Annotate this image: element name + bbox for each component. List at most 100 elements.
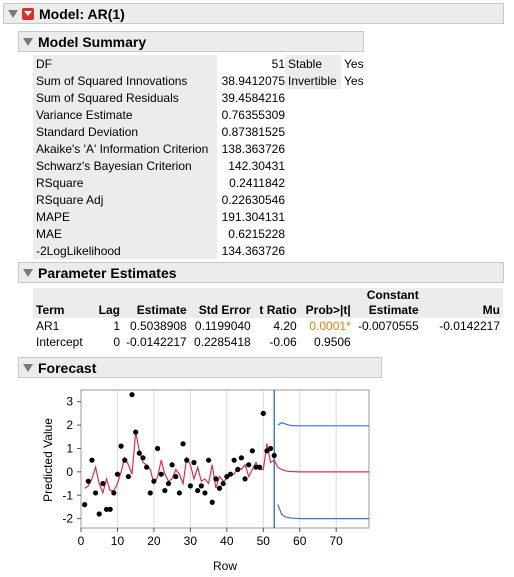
summary-value: 38.9412075	[221, 73, 285, 88]
data-point[interactable]	[220, 480, 226, 487]
disclosure-triangle-icon[interactable]	[8, 9, 18, 18]
flag-value: Yes	[344, 73, 364, 88]
data-point[interactable]	[267, 445, 274, 452]
flag-label: Invertible	[285, 72, 341, 89]
data-point[interactable]	[195, 487, 201, 494]
col-constant-estimate[interactable]: Constant Estimate	[353, 288, 422, 318]
summary-row: Standard Deviation 0.87381525	[33, 123, 288, 140]
summary-value: 138.363726	[221, 141, 285, 156]
data-point[interactable]	[176, 490, 183, 496]
data-point[interactable]	[209, 499, 215, 505]
data-point[interactable]	[158, 471, 164, 477]
data-point[interactable]	[103, 506, 110, 512]
mu-cell	[422, 334, 503, 350]
data-point[interactable]	[253, 464, 259, 470]
summary-row: MAE 0.6215228	[33, 225, 288, 242]
data-point[interactable]	[111, 490, 117, 496]
forecast-chart[interactable]: 0 10 20 30 40 50 60 70 -2 -1 0 1 2 3 Row Predicted Va…	[0, 377, 514, 577]
data-point[interactable]	[151, 478, 157, 484]
term-cell: AR1	[36, 319, 60, 333]
data-point[interactable]	[144, 464, 150, 470]
data-point[interactable]	[162, 487, 168, 494]
summary-value: 51	[271, 56, 285, 71]
summary-label: RSquare Adj	[33, 191, 217, 208]
data-point[interactable]	[125, 473, 131, 480]
y-tick-label: -2	[62, 512, 73, 526]
data-point[interactable]	[114, 471, 121, 477]
data-point[interactable]	[257, 464, 263, 470]
x-tick-label: 50	[257, 534, 271, 548]
data-point[interactable]	[216, 485, 223, 491]
model-summary-title: Model Summary	[38, 33, 147, 50]
data-point[interactable]	[89, 457, 95, 463]
data-point[interactable]	[154, 445, 161, 452]
col-constant-line1: Constant	[366, 288, 419, 302]
data-point[interactable]	[118, 443, 124, 449]
col-estimate[interactable]: Estimate	[123, 288, 190, 318]
red-triangle-menu-icon[interactable]	[22, 7, 34, 20]
parameter-estimates-title: Parameter Estimates	[38, 264, 177, 281]
data-point[interactable]	[238, 455, 245, 461]
upper-confidence-line	[277, 422, 369, 427]
x-tick-label: 40	[220, 534, 234, 548]
data-point[interactable]	[147, 490, 153, 496]
data-point[interactable]	[129, 392, 135, 398]
summary-value: 0.76355309	[221, 107, 285, 122]
data-point[interactable]	[165, 480, 172, 487]
data-point[interactable]	[169, 462, 175, 468]
summary-label: MAE	[33, 225, 217, 242]
plot-frame	[80, 389, 370, 529]
data-point[interactable]	[231, 457, 237, 463]
data-point[interactable]	[198, 483, 204, 489]
data-point[interactable]	[184, 457, 190, 463]
y-tick-label: -1	[62, 488, 73, 502]
data-point[interactable]	[180, 441, 186, 447]
data-point[interactable]	[191, 459, 197, 466]
data-point[interactable]	[213, 476, 219, 482]
data-point[interactable]	[246, 462, 252, 468]
summary-value: 0.2411842	[229, 175, 285, 190]
forecast-header[interactable]: Forecast	[18, 357, 382, 378]
y-tick-label: 1	[66, 441, 73, 455]
data-point[interactable]	[187, 483, 193, 489]
stderr-cell: 0.2285418	[194, 335, 251, 349]
col-prob[interactable]: Prob>|t|	[299, 288, 354, 318]
data-point[interactable]	[271, 452, 277, 459]
model-summary-header[interactable]: Model Summary	[18, 31, 364, 52]
mu-cell: -0.0142217	[439, 319, 500, 333]
data-point[interactable]	[136, 450, 142, 456]
data-point[interactable]	[100, 480, 106, 487]
data-point[interactable]	[82, 502, 88, 508]
data-point[interactable]	[140, 455, 146, 461]
data-point[interactable]	[205, 457, 212, 463]
data-point[interactable]	[202, 490, 208, 496]
data-point[interactable]	[173, 473, 179, 480]
disclosure-triangle-icon[interactable]	[23, 37, 33, 46]
data-point[interactable]	[249, 448, 255, 454]
parameter-estimates-table: Term Lag Estimate Std Error t Ratio Prob…	[33, 288, 503, 350]
col-lag[interactable]: Lag	[91, 288, 123, 318]
data-point[interactable]	[235, 466, 241, 473]
disclosure-triangle-icon[interactable]	[23, 268, 33, 277]
col-term[interactable]: Term	[33, 288, 91, 318]
col-t-ratio[interactable]: t Ratio	[253, 288, 300, 318]
data-point[interactable]	[227, 471, 234, 477]
disclosure-triangle-icon[interactable]	[23, 363, 33, 372]
parameter-estimates-header[interactable]: Parameter Estimates	[18, 262, 504, 283]
col-std-error[interactable]: Std Error	[189, 288, 254, 318]
data-point[interactable]	[260, 410, 266, 416]
model-header[interactable]: Model: AR(1)	[3, 3, 504, 24]
data-point[interactable]	[92, 490, 99, 496]
model-summary-table: DF 51 Sum of Squared Innovations 38.9412075…	[33, 55, 288, 259]
summary-label: RSquare	[33, 174, 217, 191]
data-point[interactable]	[107, 506, 113, 512]
summary-value: 0.87381525	[221, 124, 285, 139]
data-point[interactable]	[122, 457, 128, 463]
data-point[interactable]	[85, 478, 91, 484]
constant-cell	[354, 334, 422, 350]
y-tick-label: 3	[66, 395, 73, 409]
data-point[interactable]	[96, 511, 102, 517]
data-point[interactable]	[242, 476, 248, 482]
data-point[interactable]	[133, 429, 139, 435]
col-mu[interactable]: Mu	[421, 288, 503, 318]
